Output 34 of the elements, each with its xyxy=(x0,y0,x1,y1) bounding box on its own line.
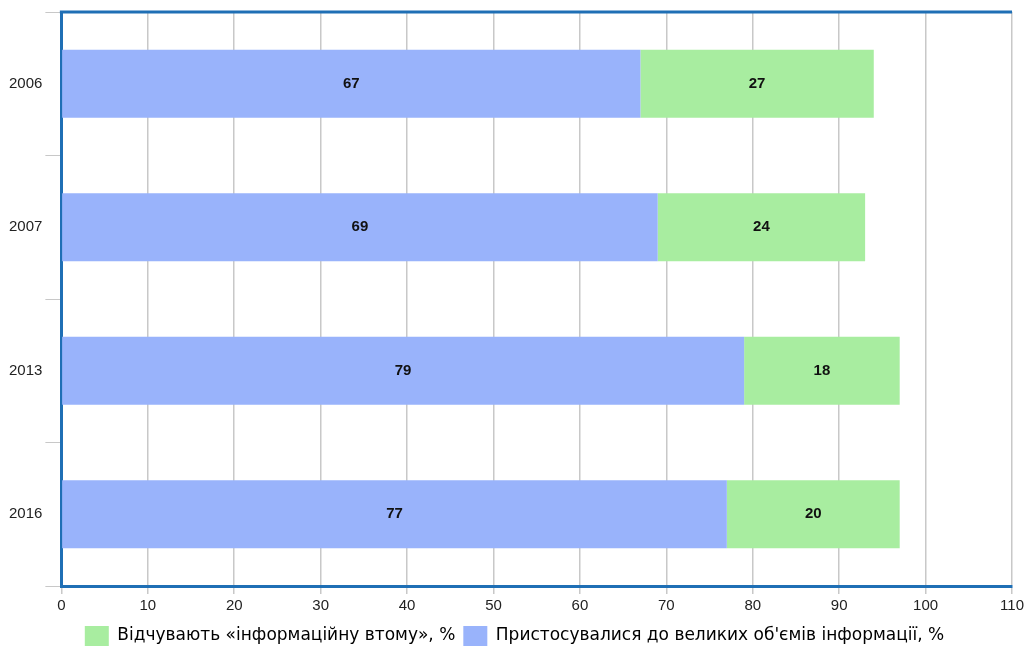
x-tick-label: 110 xyxy=(1000,596,1024,614)
x-tick-label: 10 xyxy=(139,596,157,614)
bar xyxy=(657,193,866,262)
x-tick-label: 40 xyxy=(398,596,416,614)
bar xyxy=(62,480,727,549)
data-label: 69 xyxy=(351,217,369,235)
x-tick-label: 50 xyxy=(485,596,502,614)
data-label: 79 xyxy=(394,360,412,378)
x-tick-label: 20 xyxy=(225,596,243,614)
data-label: 24 xyxy=(753,217,771,235)
y-tick-label: 2016 xyxy=(8,504,43,522)
bar xyxy=(726,480,900,549)
x-tick-label: 80 xyxy=(744,596,762,614)
bar xyxy=(744,336,900,405)
y-tick-label: 2013 xyxy=(8,360,43,378)
data-label: 18 xyxy=(813,360,831,378)
bar xyxy=(640,49,874,118)
bar xyxy=(62,336,745,405)
bar xyxy=(62,49,641,118)
data-label: 27 xyxy=(748,73,766,91)
x-tick-label: 0 xyxy=(57,596,66,614)
x-tick-label: 70 xyxy=(658,596,675,614)
x-tick-label: 60 xyxy=(571,596,589,614)
data-label: 67 xyxy=(342,73,360,91)
data-label: 20 xyxy=(804,504,822,522)
x-tick-label: 30 xyxy=(312,596,329,614)
y-tick-label: 2006 xyxy=(8,73,43,91)
legend-label: Відчувають «інформаційну втому», % xyxy=(117,624,456,645)
x-tick-label: 90 xyxy=(830,596,848,614)
data-label: 77 xyxy=(386,504,403,522)
bar xyxy=(62,193,658,262)
y-tick-label: 2007 xyxy=(8,217,43,235)
legend-label: Пристосувалися до великих об'ємів інформації, % xyxy=(495,624,945,645)
x-tick-label: 100 xyxy=(913,596,939,614)
